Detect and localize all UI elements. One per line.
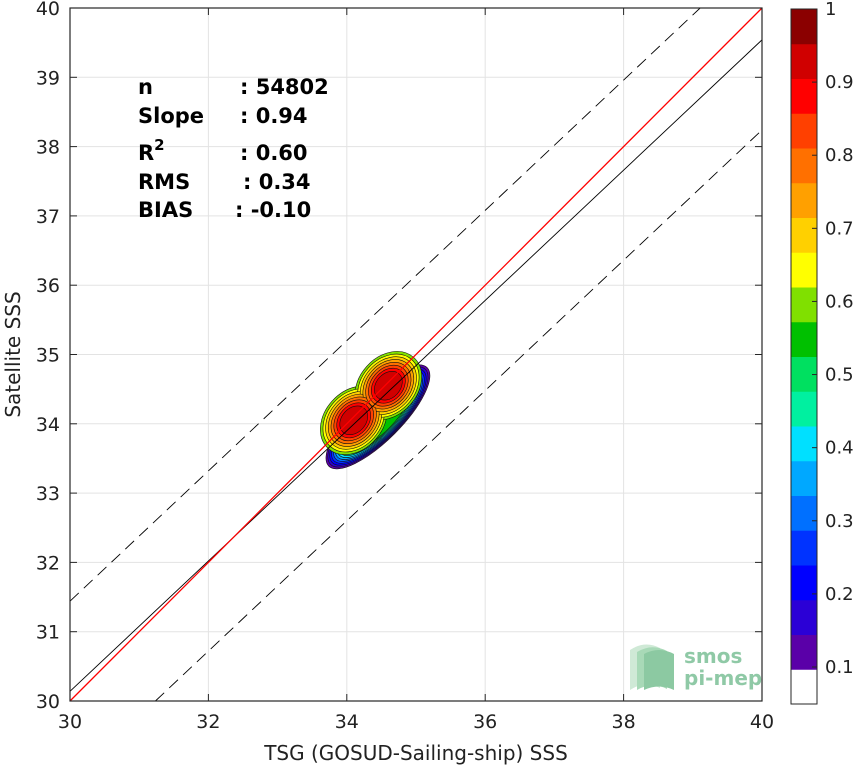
- y-tick-label: 31: [36, 622, 60, 644]
- y-tick-label: 39: [36, 67, 60, 89]
- x-tick-label: 36: [473, 711, 497, 733]
- stat-label: Slope: [138, 104, 204, 128]
- y-tick-label: 30: [36, 691, 60, 713]
- y-tick-label: 36: [36, 275, 60, 297]
- colorbar-tick-label: 0.7: [825, 218, 854, 239]
- y-tick-label: 35: [36, 345, 60, 367]
- stat-value: : 54802: [240, 75, 329, 99]
- y-tick-label: 38: [36, 137, 60, 159]
- logo-text-smos: smos: [684, 644, 742, 668]
- stat-value: : 0.94: [240, 104, 308, 128]
- colorbar-segment: [791, 391, 817, 427]
- colorbar-tick-label: 0.5: [825, 365, 854, 386]
- colorbar-tick-label: 0.1: [825, 657, 854, 678]
- smos-pimep-logo: smos pi-mep: [630, 644, 762, 690]
- density-peak-contour: [339, 405, 368, 436]
- colorbar-tick-label: 0.2: [825, 584, 854, 605]
- grid-lines: [69, 7, 763, 702]
- colorbar-segment: [791, 495, 817, 531]
- colorbar-tick-label: 0.3: [825, 511, 854, 532]
- colorbar-tick-label: 0.4: [825, 438, 854, 459]
- statistics-box: n : 54802 Slope : 0.94 R2 : 0.60 RMS : 0.34 BIAS…: [138, 75, 329, 222]
- reference-lines: [69, 7, 763, 702]
- stat-value: : -0.10: [235, 198, 311, 222]
- colorbar-segment: [791, 669, 817, 705]
- colorbar-segment: [791, 252, 817, 288]
- colorbar-segment: [791, 217, 817, 253]
- y-tick-label: 32: [36, 552, 60, 574]
- colorbar-segment: [791, 78, 817, 114]
- y-tick-label: 40: [36, 0, 60, 20]
- colorbar-segment: [791, 565, 817, 601]
- stat-label: R2: [138, 136, 165, 165]
- colorbar-segment: [791, 113, 817, 149]
- stat-value: : 0.34: [243, 170, 311, 194]
- y-tick-label: 37: [36, 206, 60, 228]
- colorbar-frame: [790, 8, 818, 705]
- stat-label: BIAS: [138, 198, 193, 222]
- colorbar-segment: [791, 182, 817, 218]
- density-contours: [320, 351, 431, 470]
- x-tick-label: 30: [58, 711, 82, 733]
- x-tick-label: 40: [750, 711, 774, 733]
- x-tick-label: 34: [335, 711, 359, 733]
- colorbar-segment: [791, 530, 817, 566]
- colorbar-tick-label: 0.6: [825, 291, 854, 312]
- one-to-one-line: [69, 7, 763, 702]
- x-tick-label: 32: [196, 711, 220, 733]
- y-tick-label: 33: [36, 483, 60, 505]
- colorbar-segment: [791, 460, 817, 496]
- x-tick-label: 38: [612, 711, 636, 733]
- colorbar-segment: [791, 599, 817, 635]
- lower-envelope-line: [155, 129, 763, 702]
- colorbar-segment: [791, 9, 817, 45]
- colorbar-tick-label: 1: [825, 0, 836, 20]
- wave-logo-icon: [630, 644, 674, 690]
- logo-text-pimep: pi-mep: [684, 666, 762, 690]
- y-axis-label: Satellite SSS: [1, 291, 25, 417]
- colorbar-segment: [791, 148, 817, 184]
- x-axis-ticks: 30 32 34 36 38 40: [58, 8, 774, 733]
- stat-label: n: [138, 75, 153, 99]
- density-peak-contour: [374, 371, 403, 401]
- colorbar-segment: [791, 43, 817, 79]
- y-tick-label: 34: [36, 414, 60, 436]
- colorbar-segment: [791, 321, 817, 357]
- y-axis-ticks: 30 31 32 33 34 35 36 37 38 39 40: [36, 0, 762, 713]
- upper-envelope-line: [69, 7, 701, 602]
- colorbar-segment: [791, 426, 817, 462]
- x-axis-label: TSG (GOSUD-Sailing-ship) SSS: [263, 741, 568, 765]
- colorbar-ticks: 0.1 0.2 0.3 0.4 0.5 0.6 0.7 0.8 0.9 1: [812, 0, 854, 678]
- stat-value: : 0.60: [240, 141, 308, 165]
- stat-superscript: 2: [154, 136, 164, 154]
- colorbar: [790, 8, 818, 705]
- colorbar-tick-label: 0.8: [825, 145, 854, 166]
- regression-line: [69, 39, 763, 692]
- colorbar-tick-label: 0.9: [825, 72, 854, 93]
- colorbar-segment: [791, 287, 817, 323]
- colorbar-segment: [791, 634, 817, 670]
- stat-label: RMS: [138, 170, 190, 194]
